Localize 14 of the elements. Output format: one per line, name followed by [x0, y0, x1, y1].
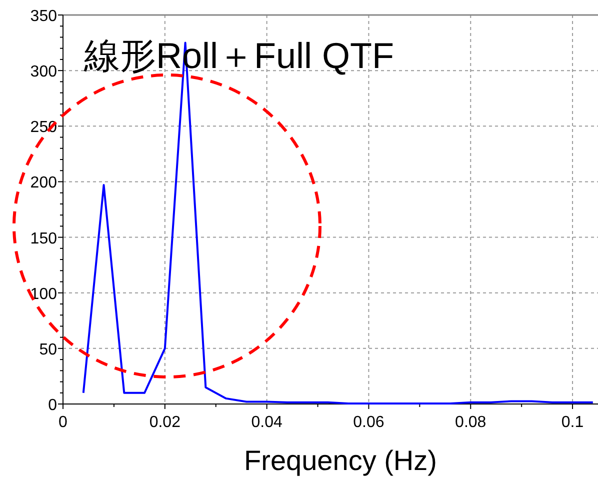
y-tick-label: 50 — [39, 341, 58, 358]
x-tick-label: 0.08 — [455, 414, 486, 431]
y-tick-label: 100 — [30, 286, 58, 303]
x-tick-label: 0 — [58, 414, 68, 431]
x-tick-label: 0.02 — [149, 414, 181, 431]
x-tick-label: 0.04 — [251, 414, 282, 431]
y-tick-label: 350 — [30, 8, 58, 25]
x-tick-label: 0.1 — [561, 414, 584, 431]
y-tick-label: 0 — [48, 397, 58, 414]
y-tick-label: 150 — [30, 230, 58, 248]
x-axis-title: Frequency (Hz) — [244, 445, 437, 476]
y-tick-label: 200 — [30, 174, 58, 192]
x-tick-label: 0.06 — [353, 414, 384, 431]
y-tick-label: 300 — [30, 64, 58, 81]
